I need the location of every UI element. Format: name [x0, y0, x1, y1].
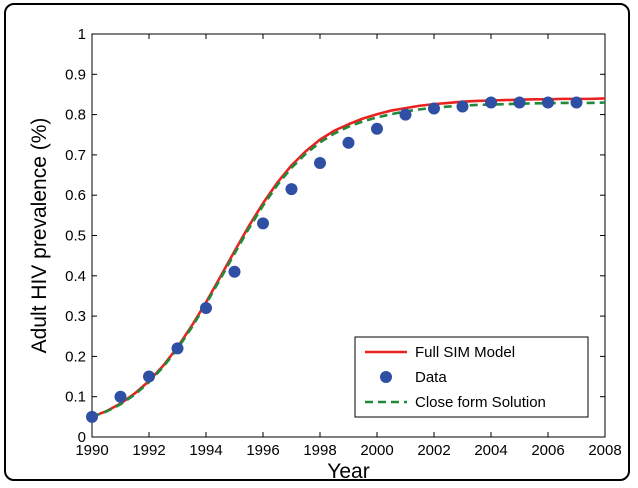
y-tick-label: 0.3 [65, 308, 86, 325]
y-tick-label: 0.9 [65, 66, 86, 83]
legend-marker [380, 371, 392, 383]
x-axis-label: Year [327, 460, 369, 483]
data-point [513, 96, 526, 109]
legend-label: Data [415, 369, 447, 386]
x-tick-label: 2000 [360, 442, 393, 459]
data-point [428, 102, 440, 115]
legend-label: Close form Solution [415, 394, 546, 411]
x-axis: 1990 1992 1994 1996 1998 2000 2002 2004 2006 2008 [75, 34, 622, 459]
y-axis: 0 0.1 0.2 0.3 0.4 0.5 0.6 0.7 0.8 0.9 1 [65, 26, 605, 446]
data-point [200, 302, 212, 315]
legend: Full SIM Model Data Close form Solution [354, 336, 589, 418]
data-point [485, 96, 497, 109]
data-point [228, 265, 241, 278]
series-layer [86, 96, 606, 423]
data-point [542, 96, 554, 109]
x-tick-label: 2004 [474, 442, 507, 459]
data-point [456, 100, 469, 113]
y-tick-label: 0.2 [65, 348, 86, 365]
y-tick-label: 0.1 [65, 389, 86, 406]
x-tick-label: 2002 [417, 442, 450, 459]
data-point [399, 108, 412, 121]
data-point [171, 342, 184, 355]
data-point [314, 156, 326, 169]
y-tick-label: 0.4 [65, 268, 86, 285]
x-tick-label: 2006 [531, 442, 564, 459]
y-tick-label: 0.6 [65, 187, 86, 204]
y-axis-label: Adult HIV prevalence (%) [28, 118, 51, 354]
y-tick-label: 0.7 [65, 147, 86, 164]
x-tick-label: 1998 [303, 442, 336, 459]
data-point [114, 390, 127, 403]
data-point [570, 96, 583, 109]
y-tick-label: 1 [78, 26, 86, 43]
x-tick-label: 1994 [189, 442, 222, 459]
x-tick-label: 2008 [588, 442, 621, 459]
x-tick-label: 1996 [246, 442, 279, 459]
x-tick-label: 1990 [75, 442, 108, 459]
y-tick-label: 0.5 [65, 228, 86, 245]
legend-label: Full SIM Model [415, 344, 515, 361]
data-point [285, 183, 298, 196]
x-tick-label: 1992 [132, 442, 165, 459]
y-tick-label: 0 [78, 429, 86, 446]
y-tick-label: 0.8 [65, 107, 86, 124]
data-point [371, 122, 383, 135]
data-point [342, 136, 355, 149]
data-point [86, 410, 98, 423]
legend-box [354, 336, 589, 418]
data-point [257, 217, 269, 230]
data-point [143, 370, 155, 383]
